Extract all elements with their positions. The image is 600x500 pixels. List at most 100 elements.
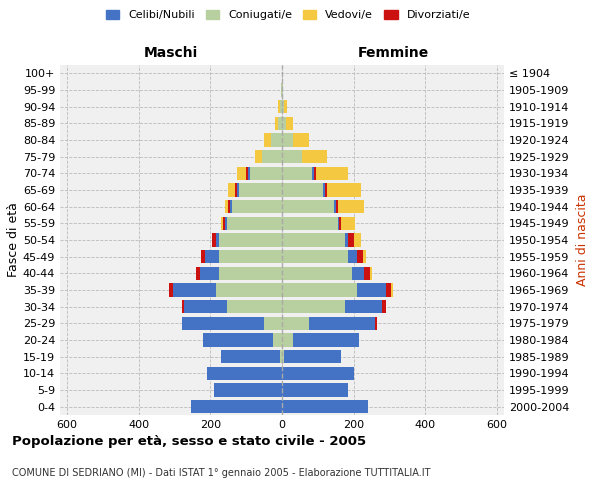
- Bar: [282, 234, 344, 246]
- Bar: [250, 166, 282, 180]
- Text: Femmine: Femmine: [358, 46, 428, 60]
- Bar: [284, 350, 341, 364]
- Text: Maschi: Maschi: [144, 46, 198, 60]
- Bar: [284, 100, 287, 114]
- Bar: [282, 100, 284, 114]
- Legend: Celibi/Nubili, Coniugati/e, Vedovi/e, Divorziati/e: Celibi/Nubili, Coniugati/e, Vedovi/e, Di…: [101, 6, 475, 25]
- Bar: [334, 200, 336, 213]
- Bar: [352, 266, 364, 280]
- Bar: [207, 366, 282, 380]
- Bar: [248, 166, 250, 180]
- Bar: [337, 200, 364, 213]
- Bar: [282, 266, 352, 280]
- Bar: [362, 250, 366, 264]
- Bar: [205, 250, 220, 264]
- Bar: [191, 400, 282, 413]
- Bar: [228, 184, 235, 196]
- Bar: [344, 300, 382, 314]
- Bar: [203, 334, 273, 346]
- Bar: [286, 116, 293, 130]
- Bar: [382, 300, 386, 314]
- Bar: [221, 350, 280, 364]
- Bar: [348, 250, 357, 264]
- Bar: [237, 166, 246, 180]
- Bar: [282, 384, 348, 396]
- Bar: [325, 184, 327, 196]
- Bar: [353, 234, 361, 246]
- Bar: [223, 216, 225, 230]
- Bar: [313, 166, 314, 180]
- Bar: [282, 116, 286, 130]
- Bar: [323, 184, 325, 196]
- Bar: [316, 166, 348, 180]
- Bar: [264, 316, 282, 330]
- Bar: [348, 234, 353, 246]
- Bar: [282, 150, 302, 164]
- Bar: [302, 150, 327, 164]
- Bar: [357, 284, 386, 296]
- Bar: [278, 116, 282, 130]
- Bar: [227, 216, 282, 230]
- Bar: [262, 150, 282, 164]
- Bar: [235, 184, 237, 196]
- Bar: [202, 250, 205, 264]
- Bar: [282, 350, 284, 364]
- Bar: [264, 134, 271, 146]
- Bar: [220, 250, 282, 264]
- Bar: [196, 266, 200, 280]
- Bar: [344, 234, 348, 246]
- Bar: [391, 284, 393, 296]
- Bar: [237, 184, 239, 196]
- Bar: [216, 284, 282, 296]
- Bar: [293, 334, 359, 346]
- Bar: [225, 200, 228, 213]
- Bar: [282, 334, 293, 346]
- Bar: [280, 350, 282, 364]
- Bar: [255, 150, 262, 164]
- Bar: [282, 300, 344, 314]
- Bar: [282, 184, 323, 196]
- Bar: [375, 316, 377, 330]
- Bar: [281, 84, 282, 96]
- Bar: [246, 166, 248, 180]
- Bar: [282, 366, 353, 380]
- Bar: [221, 216, 223, 230]
- Y-axis label: Fasce di età: Fasce di età: [7, 202, 20, 278]
- Bar: [275, 116, 278, 130]
- Bar: [327, 184, 361, 196]
- Bar: [339, 216, 341, 230]
- Bar: [225, 216, 227, 230]
- Bar: [341, 216, 355, 230]
- Bar: [182, 316, 264, 330]
- Bar: [273, 334, 282, 346]
- Bar: [230, 200, 232, 213]
- Bar: [314, 166, 316, 180]
- Bar: [200, 266, 220, 280]
- Bar: [337, 216, 339, 230]
- Bar: [280, 100, 282, 114]
- Text: Popolazione per età, sesso e stato civile - 2005: Popolazione per età, sesso e stato civil…: [12, 435, 366, 448]
- Bar: [227, 300, 282, 314]
- Bar: [357, 250, 362, 264]
- Bar: [282, 200, 334, 213]
- Bar: [278, 100, 280, 114]
- Bar: [282, 84, 283, 96]
- Bar: [282, 166, 313, 180]
- Bar: [220, 266, 282, 280]
- Bar: [282, 316, 309, 330]
- Bar: [282, 284, 357, 296]
- Bar: [239, 184, 282, 196]
- Text: COMUNE DI SEDRIANO (MI) - Dati ISTAT 1° gennaio 2005 - Elaborazione TUTTITALIA.I: COMUNE DI SEDRIANO (MI) - Dati ISTAT 1° …: [12, 468, 431, 477]
- Bar: [293, 134, 309, 146]
- Bar: [282, 216, 337, 230]
- Bar: [386, 284, 391, 296]
- Bar: [184, 300, 227, 314]
- Bar: [271, 134, 282, 146]
- Bar: [370, 266, 371, 280]
- Bar: [228, 200, 230, 213]
- Bar: [282, 134, 293, 146]
- Bar: [216, 234, 220, 246]
- Bar: [214, 384, 282, 396]
- Bar: [336, 200, 337, 213]
- Bar: [212, 234, 216, 246]
